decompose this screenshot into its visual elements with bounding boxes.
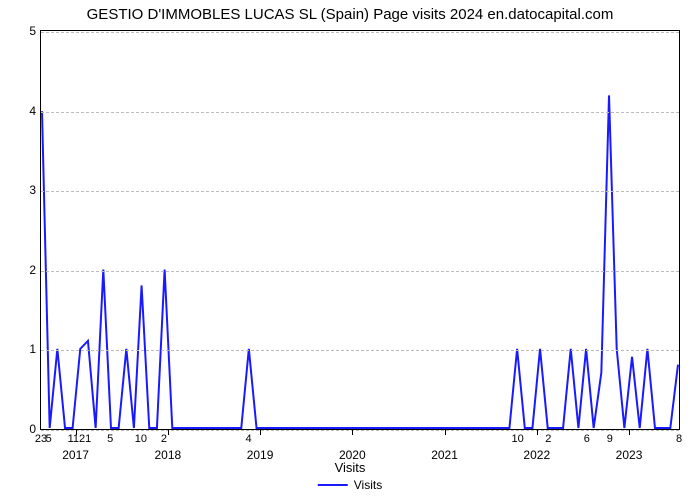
x-value-label: 5 xyxy=(107,433,113,445)
x-axis-title: Visits xyxy=(335,460,366,475)
x-value-label: 2 xyxy=(545,433,551,445)
x-year-tick xyxy=(168,430,169,435)
x-value-label: 4 xyxy=(245,433,251,445)
x-year-tick xyxy=(445,430,446,435)
x-year-label: 2021 xyxy=(431,448,458,462)
gridline xyxy=(41,112,679,113)
visits-line xyxy=(42,95,678,428)
x-year-tick xyxy=(537,430,538,435)
gridline xyxy=(41,271,679,272)
y-tick-label: 5 xyxy=(29,24,36,38)
x-value-label: 10 xyxy=(511,433,523,445)
x-value-label: 10 xyxy=(135,433,147,445)
y-tick-label: 4 xyxy=(29,104,36,118)
legend-swatch xyxy=(318,484,348,486)
gridline xyxy=(41,32,679,33)
x-year-tick xyxy=(629,430,630,435)
gridline xyxy=(41,430,679,431)
y-tick-label: 3 xyxy=(29,183,36,197)
x-year-tick xyxy=(352,430,353,435)
y-tick-label: 1 xyxy=(29,342,36,356)
x-year-label: 2017 xyxy=(62,448,89,462)
x-value-label: 1121 xyxy=(68,433,92,445)
plot-area xyxy=(40,30,680,430)
gridline xyxy=(41,350,679,351)
line-chart-svg xyxy=(41,31,679,429)
x-year-tick xyxy=(260,430,261,435)
legend: Visits xyxy=(318,478,382,492)
gridline xyxy=(41,191,679,192)
x-value-label: 5 xyxy=(46,433,52,445)
x-year-label: 2020 xyxy=(339,448,366,462)
x-year-label: 2018 xyxy=(154,448,181,462)
x-value-label: 8 xyxy=(676,433,682,445)
x-year-label: 2023 xyxy=(616,448,643,462)
chart-title: GESTIO D'IMMOBLES LUCAS SL (Spain) Page … xyxy=(0,0,700,30)
x-year-label: 2019 xyxy=(247,448,274,462)
x-value-label: 6 xyxy=(584,433,590,445)
x-year-label: 2022 xyxy=(523,448,550,462)
y-tick-label: 2 xyxy=(29,263,36,277)
x-value-label: 9 xyxy=(607,433,613,445)
legend-label: Visits xyxy=(354,478,382,492)
x-value-label: 2 xyxy=(161,433,167,445)
